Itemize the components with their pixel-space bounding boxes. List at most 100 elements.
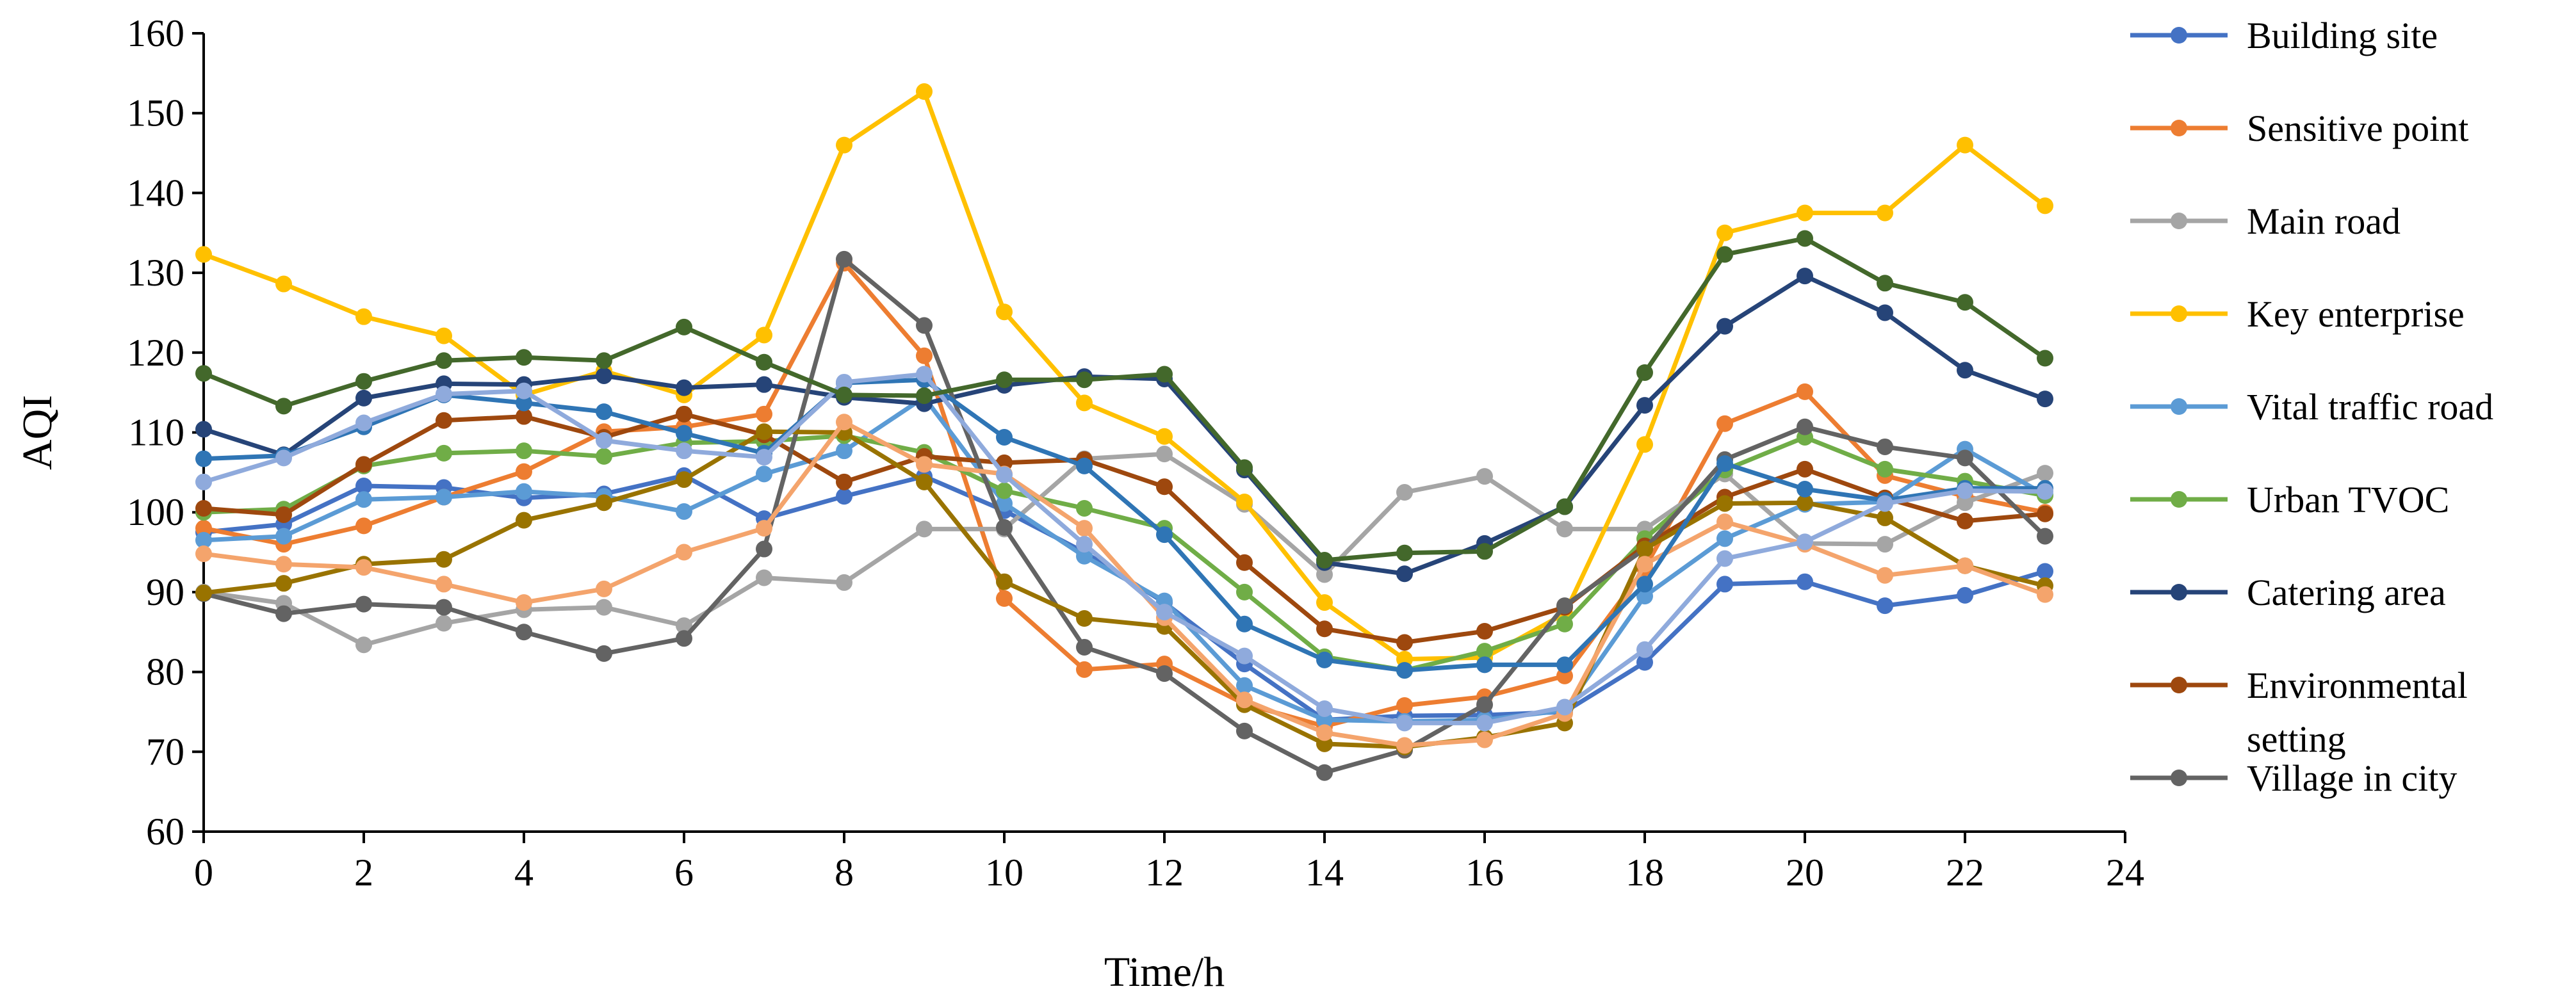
data-point [2037, 483, 2053, 500]
data-point [355, 517, 372, 535]
data-point [1957, 586, 1973, 604]
data-point [436, 576, 452, 593]
data-point [355, 456, 372, 473]
legend-label: Village in city [2247, 757, 2457, 799]
legend-label: Sensitive point [2247, 108, 2468, 149]
series-urban-tvoc [195, 427, 2053, 679]
data-point [1957, 362, 1973, 379]
data-point [516, 349, 532, 366]
data-point [836, 373, 852, 391]
data-point [1316, 566, 1333, 583]
data-point [596, 448, 612, 465]
data-point [1636, 397, 1653, 414]
data-point [596, 580, 612, 597]
legend-item: Urban TVOC [2130, 479, 2449, 520]
data-point [2037, 586, 2053, 603]
legend-item: Village in city [2130, 757, 2457, 799]
data-point [516, 382, 532, 399]
legend-label: Vital traffic road [2247, 386, 2493, 428]
data-point [596, 599, 612, 616]
legend-marker [2171, 491, 2187, 508]
data-point [1396, 697, 1413, 714]
legend-marker [2171, 305, 2187, 322]
data-point [1877, 567, 1893, 584]
data-point [836, 136, 852, 154]
legend-label: Building site [2247, 15, 2438, 56]
data-point [916, 366, 933, 383]
series-line [203, 412, 2046, 645]
data-point [436, 488, 452, 506]
data-point [996, 466, 1013, 483]
data-point [355, 373, 372, 390]
data-point [1156, 428, 1173, 445]
x-tick-label: 20 [1786, 851, 1824, 894]
data-point [1396, 662, 1413, 679]
x-tick-label: 10 [985, 851, 1023, 894]
data-point [1877, 509, 1893, 526]
x-tick-label: 4 [514, 851, 534, 894]
data-point [1476, 731, 1493, 748]
data-point [1316, 764, 1333, 781]
data-point [1076, 394, 1093, 412]
legend-marker [2171, 398, 2187, 415]
data-point [756, 520, 772, 537]
x-tick-label: 12 [1145, 851, 1184, 894]
data-point [1316, 700, 1333, 717]
data-point [355, 491, 372, 508]
data-point [355, 595, 372, 613]
data-point [676, 503, 692, 520]
data-point [516, 483, 532, 500]
data-point [1877, 536, 1893, 553]
data-point [756, 353, 772, 371]
data-point [516, 463, 532, 480]
data-point [275, 275, 292, 293]
data-point [1716, 513, 1733, 531]
data-point [1156, 446, 1173, 463]
series-line [203, 395, 2046, 724]
data-point [1716, 576, 1733, 593]
data-point [996, 482, 1013, 499]
data-point [1636, 641, 1653, 658]
data-point [355, 478, 372, 495]
series-environmental-setting [195, 405, 2053, 651]
y-tick-label: 130 [127, 252, 184, 294]
y-tick-label: 110 [128, 412, 184, 454]
data-point [275, 528, 292, 545]
data-point [1076, 610, 1093, 627]
data-point [1877, 438, 1893, 455]
data-point [1476, 714, 1493, 732]
data-point [1556, 520, 1573, 538]
legend-item: Key enterprise [2130, 293, 2465, 335]
data-point [1957, 136, 1973, 154]
data-point [195, 246, 212, 263]
data-point [1877, 204, 1893, 222]
data-point [836, 488, 852, 505]
data-point [1797, 460, 1813, 478]
data-point [1716, 246, 1733, 263]
legend-marker [2171, 584, 2187, 601]
data-point [1797, 573, 1813, 590]
data-point [1236, 554, 1253, 571]
data-point [996, 590, 1013, 607]
data-point [1396, 714, 1413, 732]
data-point [1076, 547, 1093, 565]
y-axis-title: AQI [14, 395, 61, 470]
data-point [1316, 651, 1333, 668]
data-point [516, 594, 532, 611]
legend-item: Vital traffic road [2130, 386, 2493, 428]
data-point [1556, 597, 1573, 615]
y-tick-label: 70 [146, 730, 184, 773]
data-point [676, 379, 692, 396]
data-point [1076, 371, 1093, 389]
data-point [1716, 530, 1733, 547]
legend: Building site Sensitive point Main road Key… [2130, 15, 2493, 799]
data-point [836, 574, 852, 591]
x-tick-label: 6 [674, 851, 694, 894]
data-point [355, 308, 372, 325]
data-point [1797, 268, 1813, 285]
data-point [916, 347, 933, 364]
series-unlabeled-9 [195, 423, 2053, 755]
x-tick-label: 22 [1946, 851, 1984, 894]
